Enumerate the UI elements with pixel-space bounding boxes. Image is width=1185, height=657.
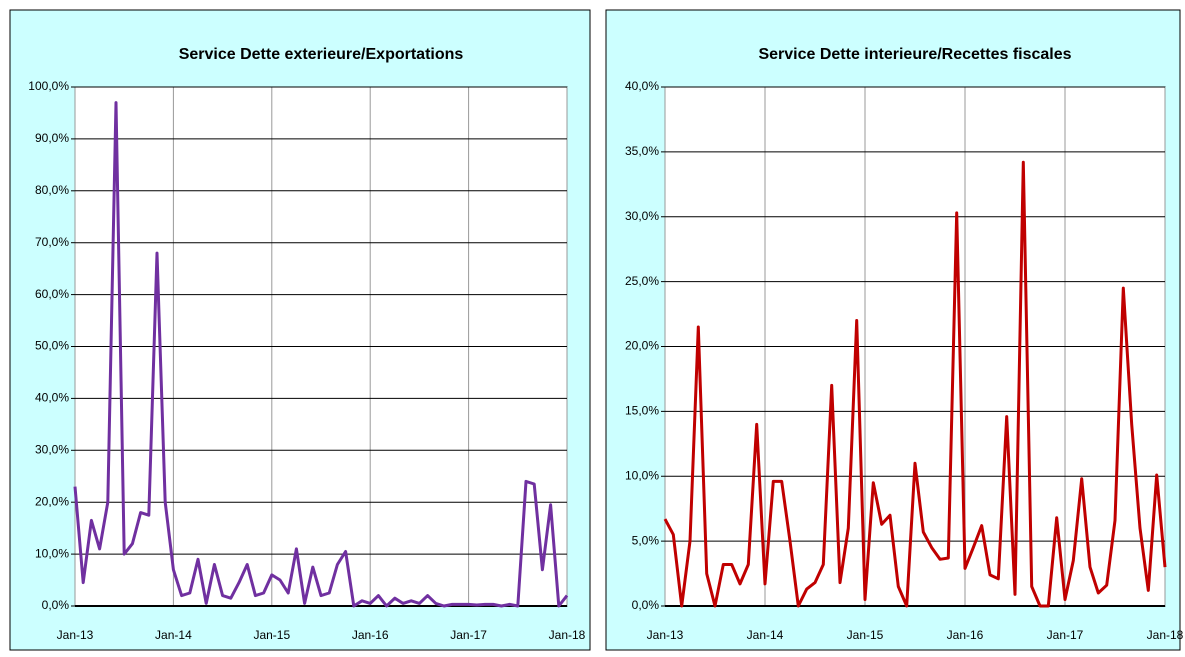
y-tick-label: 80,0% bbox=[35, 183, 69, 197]
y-tick-label: 90,0% bbox=[35, 131, 69, 145]
y-tick-label: 40,0% bbox=[625, 79, 659, 93]
y-tick-label: 10,0% bbox=[35, 546, 69, 560]
x-tick-label: Jan-18 bbox=[549, 628, 586, 642]
y-tick-label: 50,0% bbox=[35, 339, 69, 353]
y-tick-label: 20,0% bbox=[625, 339, 659, 353]
y-tick-label: 70,0% bbox=[35, 235, 69, 249]
x-tick-label: Jan-17 bbox=[1047, 628, 1084, 642]
x-tick-label: Jan-13 bbox=[57, 628, 94, 642]
chart-title: Service Dette interieure/Recettes fiscal… bbox=[758, 46, 1071, 63]
y-tick-label: 35,0% bbox=[625, 144, 659, 158]
y-tick-label: 30,0% bbox=[625, 209, 659, 223]
y-tick-label: 10,0% bbox=[625, 468, 659, 482]
y-tick-label: 15,0% bbox=[625, 404, 659, 418]
x-tick-label: Jan-18 bbox=[1147, 628, 1184, 642]
data-line bbox=[663, 160, 1167, 608]
y-tick-label: 5,0% bbox=[632, 533, 660, 547]
x-tick-label: Jan-15 bbox=[253, 628, 290, 642]
y-tick-label: 100,0% bbox=[28, 79, 69, 93]
x-tick-label: Jan-14 bbox=[155, 628, 192, 642]
y-tick-label: 0,0% bbox=[632, 598, 660, 612]
y-tick-label: 0,0% bbox=[42, 598, 70, 612]
x-tick-label: Jan-16 bbox=[352, 628, 389, 642]
chart-title: Service Dette exterieure/Exportations bbox=[179, 46, 464, 63]
y-tick-label: 30,0% bbox=[35, 442, 69, 456]
x-tick-label: Jan-15 bbox=[847, 628, 884, 642]
y-tick-label: 40,0% bbox=[35, 391, 69, 405]
x-tick-label: Jan-13 bbox=[647, 628, 684, 642]
data-line bbox=[73, 101, 569, 608]
y-tick-label: 20,0% bbox=[35, 494, 69, 508]
x-tick-label: Jan-17 bbox=[450, 628, 487, 642]
x-tick-label: Jan-16 bbox=[947, 628, 984, 642]
x-tick-label: Jan-14 bbox=[747, 628, 784, 642]
y-tick-label: 60,0% bbox=[35, 287, 69, 301]
y-tick-label: 25,0% bbox=[625, 274, 659, 288]
